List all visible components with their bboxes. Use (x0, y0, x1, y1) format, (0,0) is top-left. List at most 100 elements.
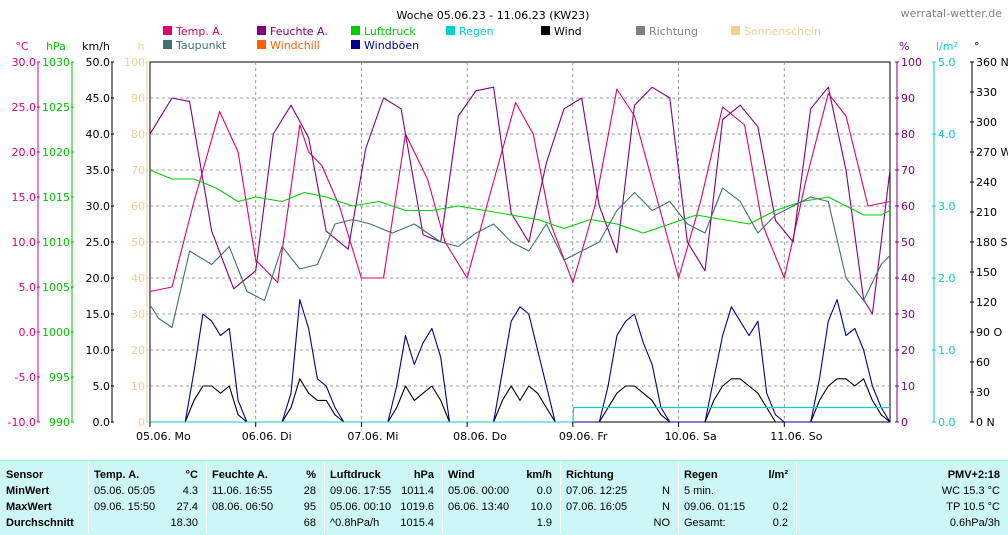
header-pressure: Luftdruck (330, 469, 381, 481)
y-tick-label: 0 N (976, 416, 995, 429)
direction-min-value: N (662, 485, 670, 497)
left-axes: °C 30.0 25.0 20.0 15.0 10.0 5.0 0.0 -5.0 -10.0 hPa… (8, 40, 149, 429)
axis-unit-label: ° (974, 40, 980, 53)
direction-min-time: 07.06. 12:25 (566, 485, 628, 497)
y-tick-label: 20 (901, 344, 915, 357)
pressure-avg-value: 1015.4 (400, 517, 434, 529)
header-humidity-unit: % (306, 469, 316, 481)
y-tick-label: 1020 (42, 146, 70, 159)
y-tick-label: 60 (901, 200, 915, 213)
series-line (150, 407, 890, 423)
y-tick-label: 180 S (976, 236, 1007, 249)
x-tick-label: 11.06. So (770, 430, 822, 443)
right-axes: %1009080706050403020100l/m²5.04.03.02.01… (895, 40, 1008, 429)
humidity-min-value: 28 (303, 485, 316, 497)
legend-label: Richtung (649, 25, 698, 38)
legend-swatch (257, 40, 266, 49)
pressure-min-value: 1011.4 (401, 485, 434, 497)
y-tick-label: 210 (976, 206, 997, 219)
humidity-column: Feuchte A. % 11.06. 16:55 28 08.06. 06:5… (212, 461, 320, 535)
wind-avg-value: 1.9 (536, 517, 552, 529)
y-tick-label: 35.0 (86, 164, 111, 177)
y-tick-label: 40 (901, 272, 915, 285)
y-tick-label: 15.0 (12, 191, 37, 204)
x-tick-label: 10.06. Sa (665, 430, 717, 443)
y-tick-label: 0.0 (938, 416, 956, 429)
legend: Temp. A. Feuchte A. Luftdruck Regen Wind Rich… (163, 25, 821, 52)
x-tick-label: 08.06. Do (453, 430, 507, 443)
series-line (150, 378, 891, 423)
y-tick-label: 1.0 (938, 344, 956, 357)
legend-label: Taupunkt (175, 39, 227, 52)
y-tick-label: 2.0 (938, 272, 956, 285)
wind-max-time: 06.06. 13:40 (448, 501, 510, 513)
y-tick-label: 50 (131, 236, 145, 249)
rain-total-value: 0.2 (772, 517, 788, 529)
y-tick-label: 1005 (42, 281, 70, 294)
label-min: MinWert (6, 485, 50, 497)
y-tick-label: 1030 (42, 56, 70, 69)
y-tick-label: 40 (131, 272, 145, 285)
y-tick-label: 5.0 (93, 380, 111, 393)
y-tick-label: 90 (901, 92, 915, 105)
pressure-min-time: 09.06. 17:55 (330, 485, 392, 497)
legend-swatch (163, 26, 172, 35)
y-tick-label: -10.0 (8, 416, 36, 429)
direction-max-time: 07.06. 16:05 (566, 501, 628, 513)
y-tick-label: 10.0 (12, 236, 37, 249)
y-tick-label: 990 (49, 416, 70, 429)
weather-chart: Woche 05.06.23 - 11.06.23 (KW23) werrata… (8, 7, 1008, 443)
y-tick-label: 50.0 (86, 56, 111, 69)
header-wind: Wind (448, 469, 475, 481)
series-line (149, 88, 891, 293)
legend-label: Feuchte A. (270, 25, 328, 38)
legend-label: Temp. A. (175, 25, 223, 38)
y-tick-label: 0 (901, 416, 908, 429)
rain-max-time: 09.06. 01:15 (684, 501, 746, 513)
humidity-avg-value: 68 (303, 517, 316, 529)
y-tick-label: 90 O (976, 326, 1002, 339)
y-tick-label: 80 (131, 128, 145, 141)
chart-title: Woche 05.06.23 - 11.06.23 (KW23) (397, 9, 590, 22)
header-sensor: Sensor (6, 469, 44, 481)
series-line (149, 187, 891, 329)
pressure-max-value: 1019.6 (400, 501, 434, 513)
y-tick-label: 30 (901, 308, 915, 321)
pressure-trend: ^0.8hPa/h (330, 517, 380, 529)
y-tick-label: 70 (901, 164, 915, 177)
wind-max-value: 10.0 (530, 501, 552, 513)
legend-swatch (541, 26, 550, 35)
axis-unit-label: l/m² (936, 40, 958, 53)
pressure-column: Luftdruck hPa 09.06. 17:55 1011.4 05.06.… (330, 461, 438, 535)
direction-max-value: N (662, 501, 670, 513)
y-tick-label: 4.0 (938, 128, 956, 141)
y-tick-label: 120 (976, 296, 997, 309)
series-line (150, 299, 891, 423)
y-tick-label: 150 (976, 266, 997, 279)
y-tick-label: 1000 (42, 326, 70, 339)
y-tick-label: 70 (131, 164, 145, 177)
y-tick-label: 25.0 (12, 101, 37, 114)
sensor-column: Sensor MinWert MaxWert Durchschnitt (6, 461, 86, 535)
y-tick-label: 360 N (976, 56, 1008, 69)
y-tick-label: 5.0 (938, 56, 956, 69)
axis-unit-label: h (138, 40, 145, 53)
legend-swatch (731, 26, 740, 35)
temp-min-value: 4.3 (182, 485, 198, 497)
y-tick-label: 100 (124, 56, 145, 69)
header-pmv: PMV+2:18 (947, 469, 1000, 481)
rain-total-label: Gesamt: (684, 517, 726, 529)
y-tick-label: 300 (976, 116, 997, 129)
y-tick-label: 30.0 (86, 200, 111, 213)
y-tick-label: 270 W (976, 146, 1008, 159)
y-tick-label: 90 (131, 92, 145, 105)
statistics-panel: Sensor MinWert MaxWert Durchschnitt Temp… (0, 460, 1008, 535)
header-wind-unit: km/h (526, 469, 552, 481)
y-tick-label: 240 (976, 176, 997, 189)
header-humidity: Feuchte A. (212, 469, 268, 481)
series-lines (149, 86, 891, 423)
y-tick-label: 0 (138, 416, 145, 429)
temp-max-time: 09.06. 15:50 (94, 501, 156, 513)
axis-unit-label: km/h (82, 40, 110, 53)
wind-min-value: 0.0 (536, 485, 552, 497)
